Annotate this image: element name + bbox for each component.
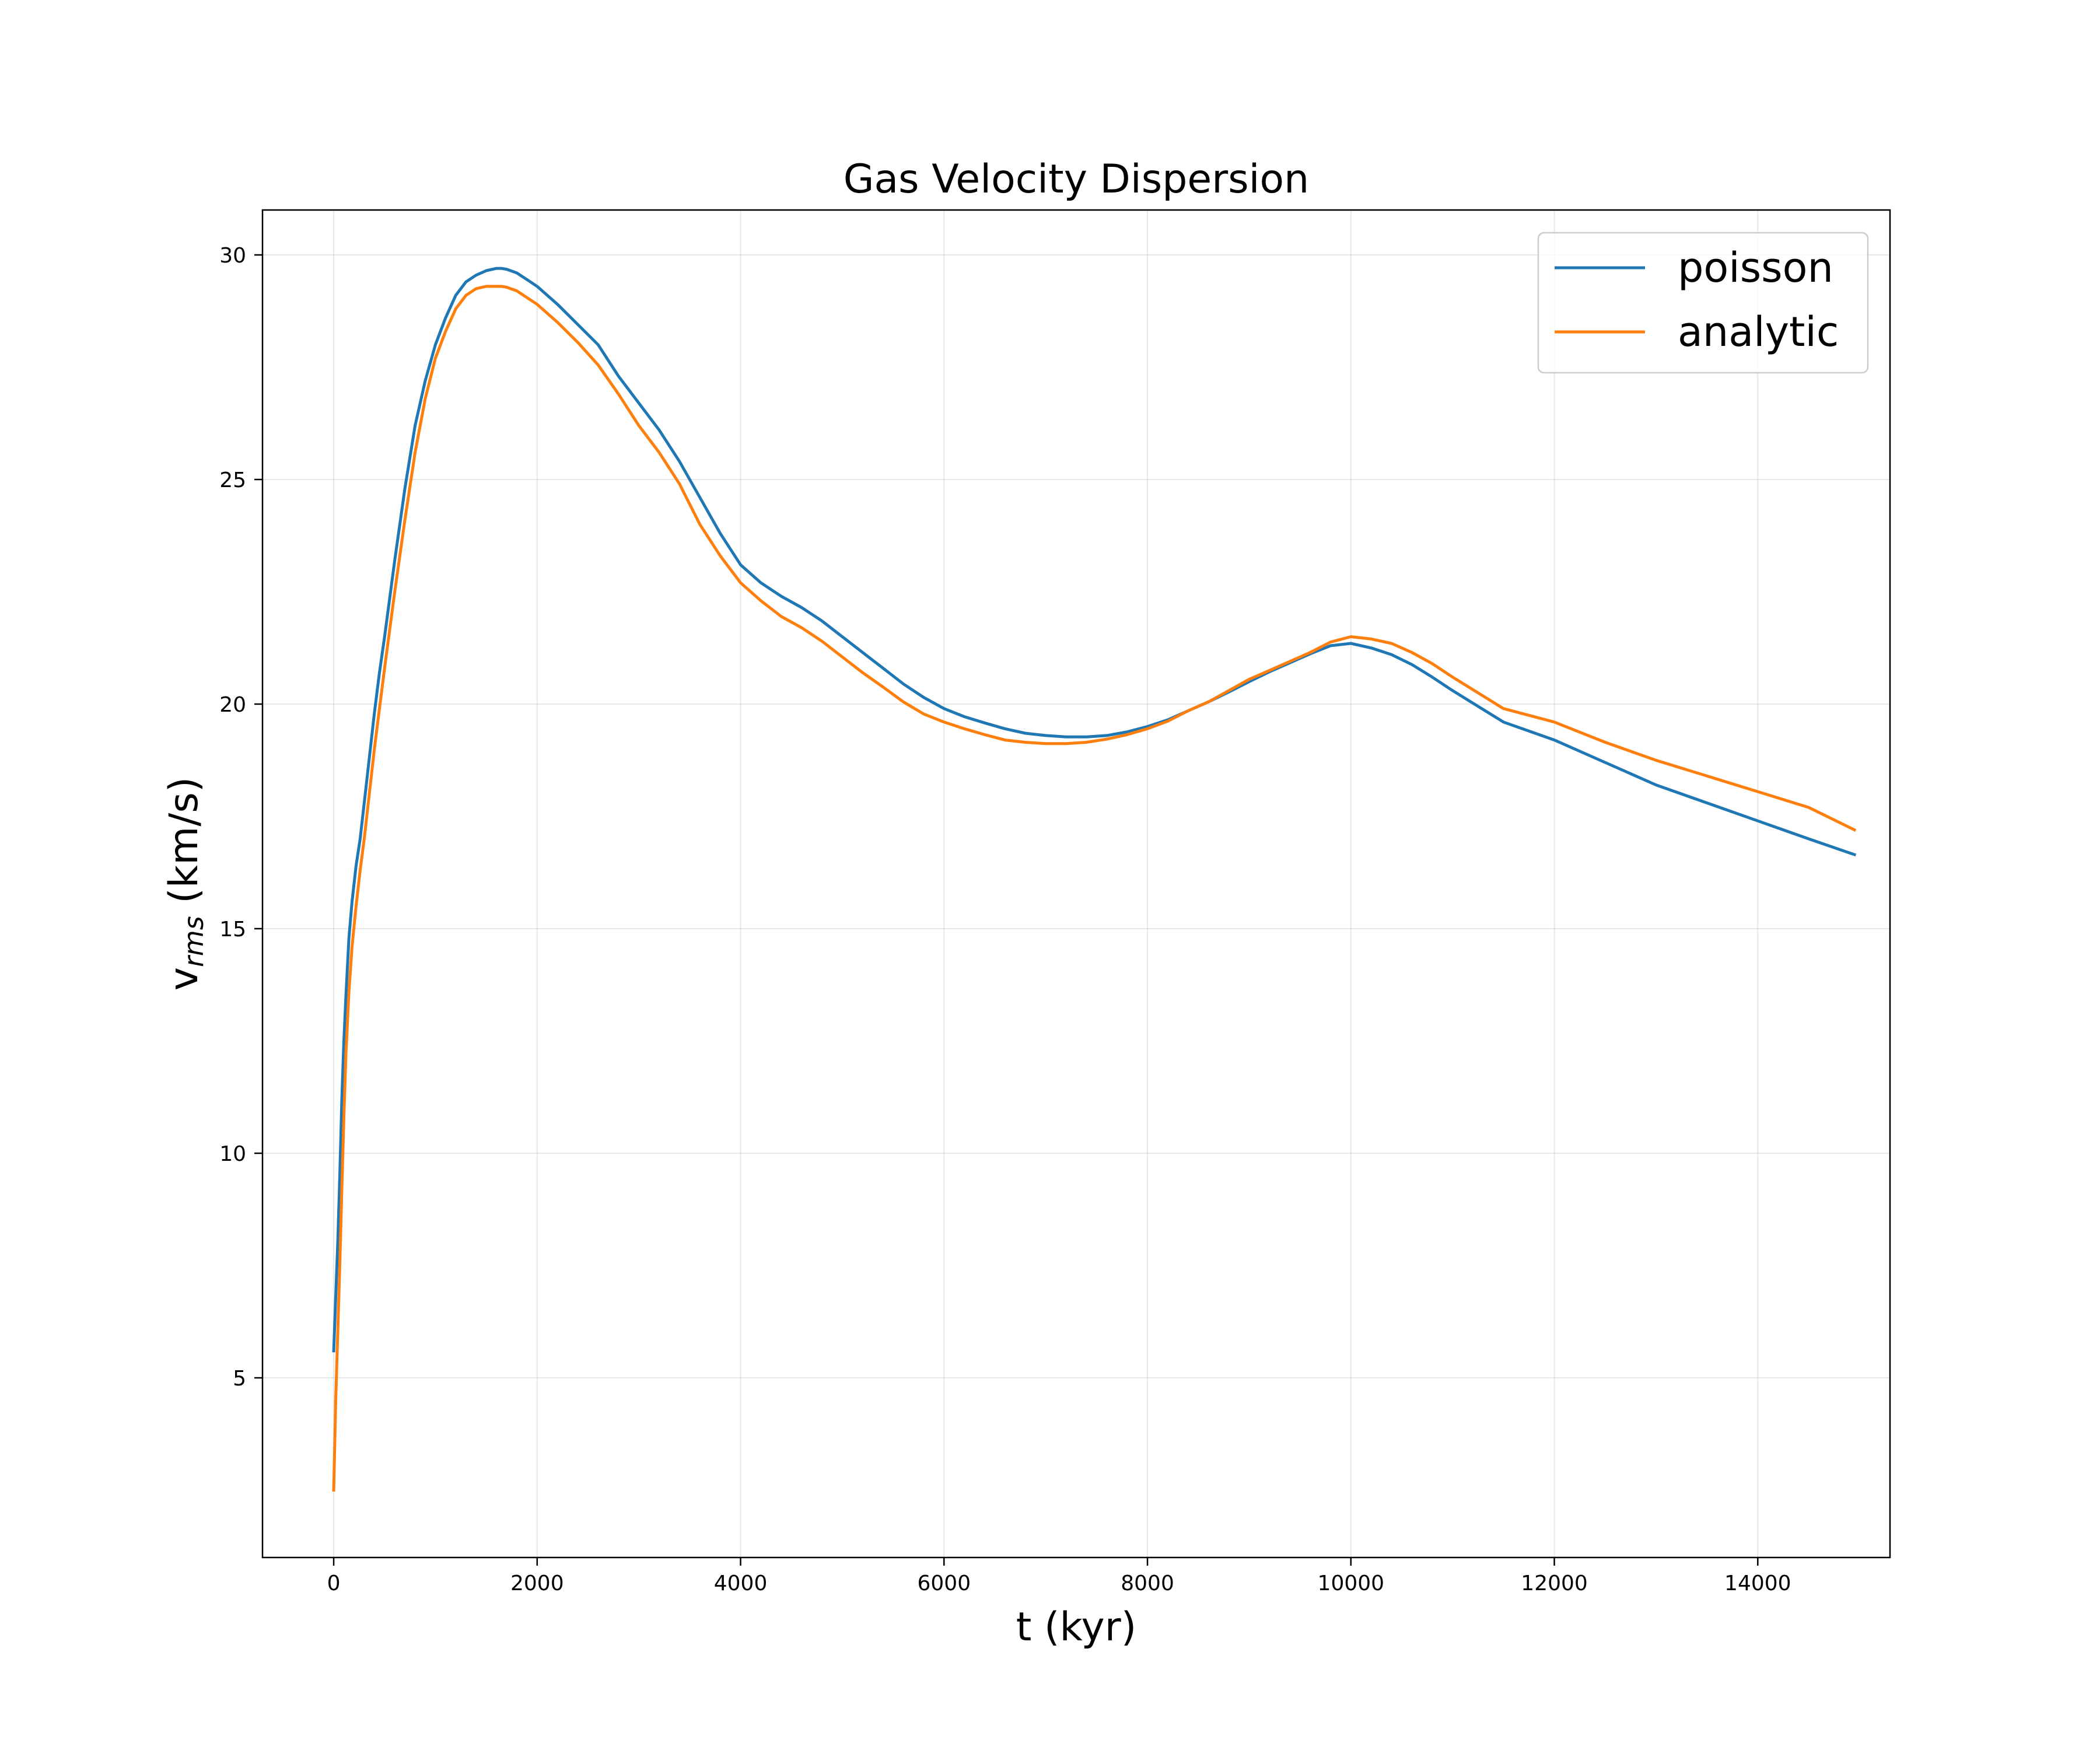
legend-label-analytic: analytic: [1678, 308, 1839, 356]
y-axis-label: vrms (km/s): [161, 777, 209, 991]
x-tick-label: 10000: [1318, 1572, 1385, 1595]
x-tick-label: 12000: [1521, 1572, 1588, 1595]
y-tick-label: 15: [219, 918, 246, 942]
series-line-analytic: [332, 285, 1857, 1492]
plot-frame: [261, 209, 1891, 1559]
legend-label-poisson: poisson: [1678, 244, 1833, 292]
grid: [262, 210, 1890, 1558]
series-line-poisson: [332, 267, 1857, 1353]
y-tick-label: 25: [219, 468, 246, 492]
x-tick-label: 8000: [1121, 1572, 1174, 1595]
y-axis-label-subscript: rms: [178, 916, 209, 967]
x-axis-label: t (kyr): [1016, 1604, 1137, 1650]
y-axis-label-rest: (km/s): [161, 777, 207, 916]
y-axis-label-base: v: [161, 967, 207, 991]
x-tick-label: 2000: [510, 1572, 564, 1595]
y-tick-label: 20: [219, 693, 246, 717]
x-tick-label: 4000: [714, 1572, 768, 1595]
series-layer: [332, 267, 1857, 1492]
x-tick-label: 6000: [918, 1572, 971, 1595]
legend: poisson analytic: [1537, 232, 1869, 374]
y-tick-label: 5: [233, 1367, 246, 1391]
x-tick-label: 14000: [1724, 1572, 1791, 1595]
chart-title: Gas Velocity Dispersion: [844, 156, 1309, 202]
y-tick-label: 30: [219, 244, 246, 268]
y-tick-label: 10: [219, 1142, 246, 1166]
ticks: 0 2000 4000 6000 8000 10000 12000 14000 5 10 15 20 2…: [219, 244, 1791, 1595]
x-tick-label: 0: [327, 1572, 341, 1595]
